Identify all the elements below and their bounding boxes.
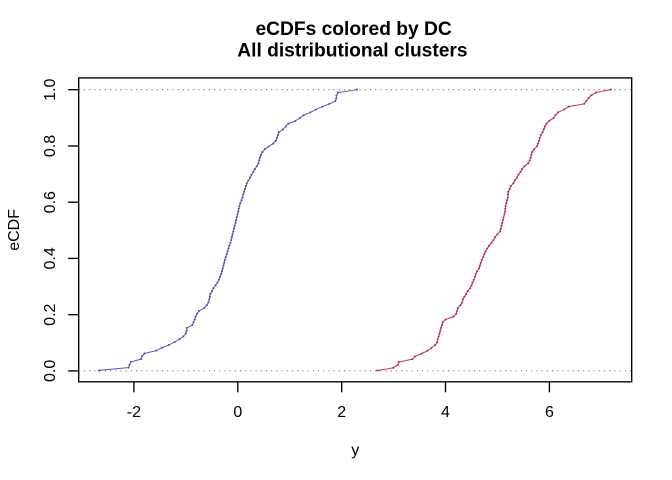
svg-text:All distributional clusters: All distributional clusters: [237, 40, 467, 61]
svg-text:1.0: 1.0: [42, 78, 59, 100]
svg-text:0.8: 0.8: [42, 135, 59, 157]
svg-text:-2: -2: [127, 404, 141, 421]
svg-text:eCDF: eCDF: [6, 209, 23, 251]
svg-text:0: 0: [233, 404, 242, 421]
svg-text:0.2: 0.2: [42, 303, 59, 325]
svg-text:eCDFs colored by DC: eCDFs colored by DC: [256, 19, 452, 40]
svg-text:4: 4: [441, 404, 450, 421]
svg-text:2: 2: [337, 404, 346, 421]
svg-text:0.4: 0.4: [42, 247, 59, 269]
svg-text:0.6: 0.6: [42, 191, 59, 213]
svg-text:0.0: 0.0: [42, 360, 59, 382]
svg-text:y: y: [351, 442, 359, 459]
svg-text:6: 6: [545, 404, 554, 421]
